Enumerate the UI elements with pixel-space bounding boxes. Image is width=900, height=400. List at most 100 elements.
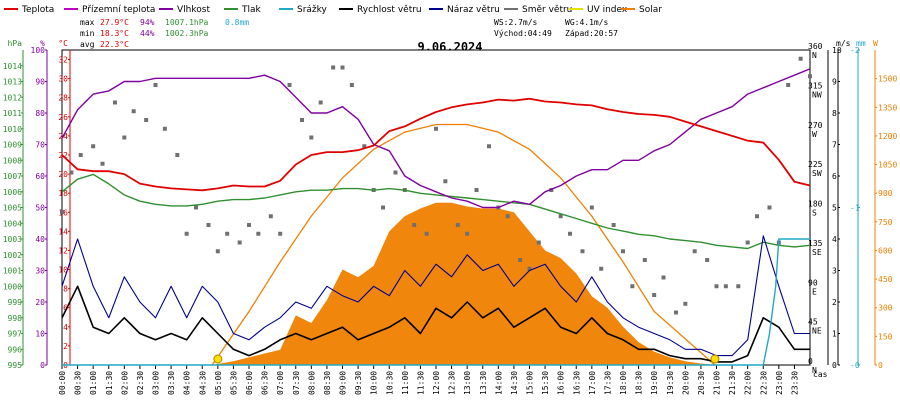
temp-tick-label: 12 bbox=[58, 246, 68, 255]
legend-item: Solar bbox=[621, 5, 662, 15]
x-axis-label: čas bbox=[813, 369, 828, 379]
wind-direction-point bbox=[580, 249, 585, 254]
x-tick-label: 00:00 bbox=[58, 371, 67, 395]
wind-direction-point bbox=[122, 135, 127, 140]
legend-item: UV index bbox=[569, 5, 628, 15]
dir-tick-label: N bbox=[812, 51, 817, 60]
mm-tick-label: -2 bbox=[850, 46, 860, 55]
sunrise-marker bbox=[213, 354, 223, 364]
w-tick-label: 150 bbox=[878, 332, 893, 341]
temp-tick-label: 2 bbox=[63, 342, 68, 351]
wind-direction-point bbox=[808, 74, 812, 79]
wind-direction-point bbox=[247, 223, 251, 227]
wind-direction-point bbox=[69, 170, 74, 175]
wind-direction-point bbox=[237, 240, 242, 245]
wind-direction-point bbox=[673, 310, 678, 315]
x-tick-label: 22:00 bbox=[744, 371, 753, 395]
hpa-tick-label: 1008 bbox=[3, 156, 22, 165]
wind-direction-point bbox=[153, 83, 158, 87]
w-tick-label: 1350 bbox=[878, 103, 897, 112]
w-tick-label: 1200 bbox=[878, 132, 897, 141]
temp-tick-label: 30 bbox=[58, 75, 68, 84]
pct-tick-label: 10 bbox=[35, 330, 45, 339]
stats-wg: WG:4.1m/s bbox=[565, 18, 609, 27]
dir-tick-label: 45 bbox=[808, 318, 818, 327]
wind-direction-point bbox=[309, 135, 314, 140]
stats-box: max 27.9°C 94% 1007.1hPa 0.8mm min 18.3°… bbox=[80, 18, 618, 49]
dir-tick-label: 360 bbox=[808, 42, 823, 51]
pct-tick-label: 80 bbox=[35, 109, 45, 118]
hpa-tick-label: 1012 bbox=[3, 93, 22, 102]
wind-direction-point bbox=[745, 240, 750, 245]
wind-direction-point bbox=[714, 284, 719, 289]
mm-tick-label: -0 bbox=[850, 361, 860, 370]
x-tick-label: 08:30 bbox=[323, 371, 332, 395]
wind-direction-point bbox=[465, 231, 470, 236]
x-tick-label: 19:30 bbox=[666, 371, 675, 395]
wind-direction-point bbox=[536, 240, 541, 245]
dir-tick-label: SE bbox=[812, 248, 822, 257]
temp-tick-label: 32 bbox=[58, 56, 68, 65]
ms-axis-label: m/s bbox=[836, 39, 851, 48]
wind-direction-point bbox=[162, 126, 167, 131]
humidity-line bbox=[61, 68, 811, 209]
dir-tick-label: 90 bbox=[808, 278, 818, 287]
x-tick-label: 02:00 bbox=[120, 371, 129, 395]
temp-tick-label: 18 bbox=[58, 189, 68, 198]
stats-avg-temp: 22.3°C bbox=[100, 40, 129, 49]
w-tick-label: 900 bbox=[878, 189, 893, 198]
hpa-axis-label: hPa bbox=[8, 39, 23, 48]
dir-tick-label: SW bbox=[812, 169, 822, 178]
legend-item: Přízemní teplota bbox=[64, 5, 155, 15]
x-tick-label: 15:30 bbox=[541, 371, 550, 395]
wind-direction-point bbox=[91, 144, 96, 149]
x-tick-label: 20:30 bbox=[697, 371, 706, 395]
x-tick-label: 18:00 bbox=[619, 371, 628, 395]
legend-item: Náraz větru bbox=[429, 5, 500, 15]
temp-axis-label: °C bbox=[58, 39, 68, 48]
x-tick-label: 13:30 bbox=[479, 371, 488, 395]
wind-direction-point bbox=[100, 161, 105, 166]
hpa-tick-label: 1005 bbox=[3, 204, 22, 213]
wind-direction-point bbox=[131, 109, 136, 114]
ms-tick-label: 10 bbox=[832, 46, 842, 55]
wind-direction-point bbox=[287, 83, 292, 87]
wind-direction-point bbox=[474, 188, 479, 192]
dir-tick-label: N bbox=[812, 366, 817, 375]
pct-tick-label: 90 bbox=[35, 78, 45, 87]
hpa-tick-label: 1001 bbox=[3, 267, 22, 276]
dir-tick-label: 225 bbox=[808, 160, 823, 169]
wind-direction-point bbox=[661, 275, 666, 280]
wind-direction-point bbox=[60, 209, 64, 214]
wind-direction-point bbox=[349, 83, 354, 87]
x-tick-label: 23:00 bbox=[775, 371, 784, 395]
wind-direction-point bbox=[144, 118, 149, 122]
ms-tick-label: 9 bbox=[832, 78, 837, 87]
wind-direction-point bbox=[194, 205, 199, 210]
stats-max-label: max bbox=[80, 18, 95, 27]
pct-tick-label: 0 bbox=[40, 361, 45, 370]
wind-direction-point bbox=[434, 126, 438, 131]
pct-tick-label: 60 bbox=[35, 172, 45, 181]
hpa-tick-label: 995 bbox=[8, 361, 23, 370]
wind-direction-point bbox=[412, 223, 417, 227]
legend-label: UV index bbox=[587, 5, 628, 15]
wind-direction-point bbox=[256, 231, 261, 236]
pct-tick-label: 30 bbox=[35, 267, 45, 276]
rain-line bbox=[62, 238, 810, 366]
stats-sunset: Západ:20:57 bbox=[565, 29, 618, 38]
dir-tick-label: 315 bbox=[808, 81, 823, 90]
legend-item: Směr větru bbox=[504, 5, 572, 15]
wind-direction-point bbox=[611, 223, 616, 227]
temp-tick-label: 28 bbox=[58, 94, 68, 103]
x-tick-label: 08:00 bbox=[307, 371, 316, 395]
legend-label: Přízemní teplota bbox=[82, 5, 155, 15]
wind-direction-point bbox=[621, 249, 625, 254]
wind-direction-point bbox=[340, 65, 345, 70]
dir-tick-label: S bbox=[812, 209, 817, 218]
wind-direction-point bbox=[455, 223, 460, 227]
w-tick-label: 1050 bbox=[878, 161, 897, 170]
wind-direction-point bbox=[755, 214, 760, 219]
